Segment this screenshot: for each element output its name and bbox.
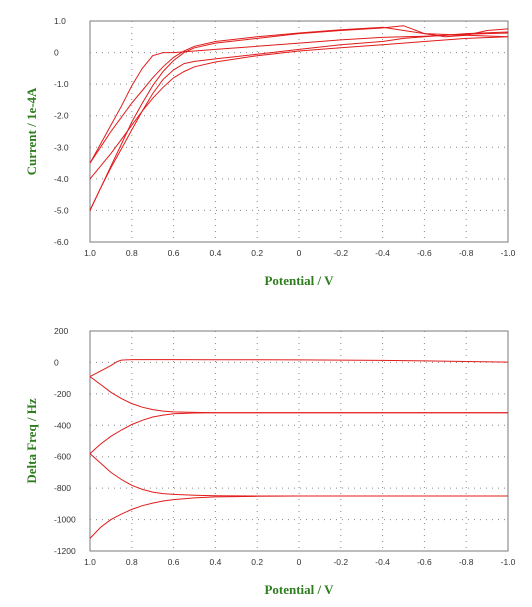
x-tick-label: -1.0 [501,248,516,258]
chart-freq: 1.0 0.8 0.6 0.4 0.2 0 -0.2 -0.4 -0.6 -0.8 -1.0 200 0… [24,326,516,597]
series-line-3 [89,25,509,211]
y-tick-label: -600 [54,452,71,462]
y-tick-label: -4.0 [54,174,69,184]
plot-frame [89,20,509,243]
y-tick-label: -1200 [54,546,76,556]
x-tick-label: -0.2 [333,557,348,567]
y-tick-label: -200 [54,389,71,399]
x-tick-label: 0.8 [126,248,138,258]
x-axis-label: Potential / V [264,273,334,288]
series-line-4 [89,453,508,497]
y-tick-label: -2.0 [54,111,69,121]
y-tick-label: 0 [54,48,59,58]
y-tick-label: -1000 [54,515,76,525]
y-axis-label: Delta Freq / Hz [24,398,39,484]
x-tick-label: 0.4 [209,248,221,258]
x-tick-label: -0.6 [417,248,432,258]
x-tick-label: -0.2 [333,248,348,258]
x-tick-label: 0.2 [251,557,263,567]
x-tick-label: -0.8 [459,557,474,567]
y-tick-label: -6.0 [54,237,69,247]
x-tick-label: -0.6 [417,557,432,567]
y-tick-label: 1.0 [54,16,66,26]
x-tick-label: -0.4 [375,557,390,567]
x-tick-label: -0.4 [375,248,390,258]
y-tick-label: -3.0 [54,142,69,152]
y-tick-label: -800 [54,483,71,493]
y-tick-label: -1.0 [54,79,69,89]
x-axis-label: Potential / V [264,582,334,597]
series-line-4 [89,36,509,180]
plot-frame [89,330,509,552]
chart-current: 1.0 0.8 0.6 0.4 0.2 0 -0.2 -0.4 -0.6 -0.8 -1.0 1.0 0… [24,16,516,288]
x-tick-label: 0.8 [126,557,138,567]
y-tick-label: 200 [54,326,68,336]
series-line-2 [89,376,508,414]
x-tick-label: 0 [297,248,302,258]
x-tick-label: 0 [297,557,302,567]
x-tick-label: 0.2 [251,248,263,258]
y-tick-label: 0 [54,357,59,367]
series-line-2 [89,31,509,211]
x-tick-label: -0.8 [459,248,474,258]
x-tick-label: 0.4 [209,557,221,567]
y-tick-label: -5.0 [54,205,69,215]
y-axis-label: Current / 1e-4A [24,87,39,175]
series-line-5 [89,495,508,539]
series-line-1 [89,32,509,164]
series-line-5 [89,26,509,164]
x-tick-label: -1.0 [501,557,516,567]
series-line-3 [89,412,508,454]
x-tick-label: 1.0 [84,557,96,567]
y-tick-label: -400 [54,420,71,430]
x-tick-label: 0.6 [168,248,180,258]
x-tick-label: 1.0 [84,248,96,258]
series-line-1 [89,359,509,378]
x-tick-label: 0.6 [168,557,180,567]
